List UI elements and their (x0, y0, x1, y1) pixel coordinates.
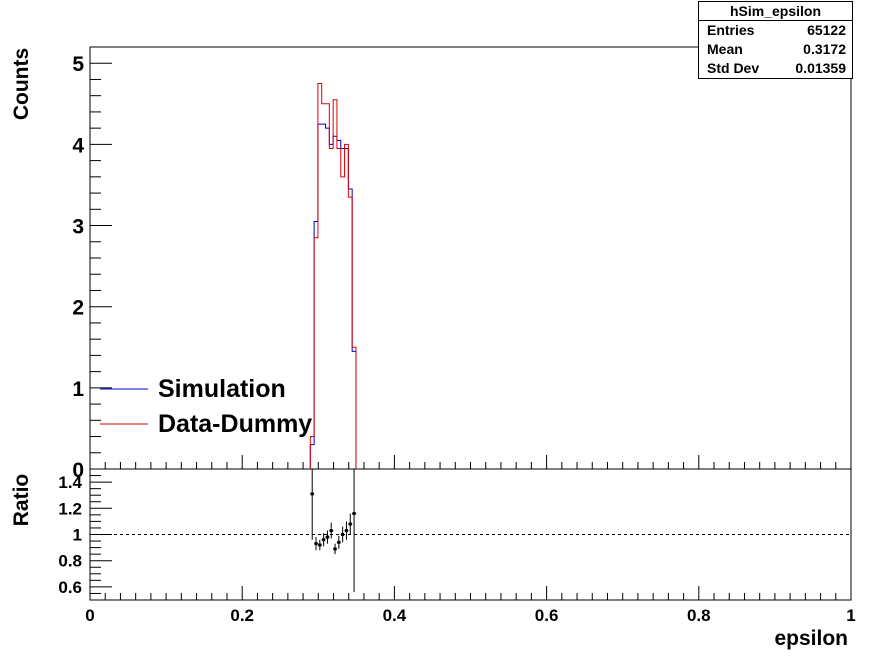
ratio-layer (310, 469, 357, 593)
lower-y-tick-label: 1.2 (58, 499, 82, 518)
x-tick-label: 0.8 (687, 606, 711, 625)
upper-y-axis-ticks: 0 1 2 3 4 5 (72, 46, 852, 482)
ratio-point (337, 540, 341, 544)
upper-y-tick-label: 2 (72, 297, 84, 320)
ratio-point (333, 547, 337, 551)
lower-y-tick-label: 1 (73, 526, 82, 545)
x-tick-label: 0 (85, 606, 94, 625)
legend: Simulation Data-Dummy (100, 375, 312, 438)
lower-y-tick-label: 0.8 (58, 552, 82, 571)
ratio-point (352, 512, 356, 516)
ratio-point (329, 529, 333, 533)
upper-y-tick-label: 0 (72, 459, 84, 482)
stats-box: hSim_epsilon Entries 65122 Mean 0.3172 S… (698, 1, 853, 79)
x-tick-label: 0.2 (230, 606, 254, 625)
stats-entries-value: 65122 (807, 22, 846, 38)
ratio-point (310, 492, 314, 496)
stats-std-dev-label: Std Dev (707, 60, 760, 76)
ratio-point (318, 543, 322, 547)
upper-y-tick-label: 3 (72, 216, 84, 239)
upper-y-tick-label: 5 (72, 53, 84, 76)
ratio-point (348, 522, 352, 526)
lower-y-tick-label: 1.4 (58, 473, 82, 492)
x-tick-label: 0.4 (383, 606, 407, 625)
simulation-histogram (309, 123, 357, 469)
stats-mean-value: 0.3172 (803, 41, 846, 57)
upper-y-axis-title: Counts (10, 48, 33, 120)
lower-y-axis-title: Ratio (10, 474, 33, 527)
stats-row-mean: Mean 0.3172 (699, 40, 852, 59)
stats-entries-label: Entries (707, 22, 755, 38)
x-tick-label: 0.6 (535, 606, 559, 625)
legend-simulation-label: Simulation (158, 375, 286, 403)
upper-pad-frame (89, 46, 852, 470)
lower-y-tick-label: 0.6 (58, 578, 82, 597)
ratio-point (314, 542, 318, 546)
stats-mean-label: Mean (707, 41, 743, 57)
ratio-point (344, 529, 348, 533)
ratio-point (341, 533, 345, 536)
data-dummy-histogram (309, 83, 357, 469)
upper-y-tick-label: 1 (72, 378, 84, 401)
stats-std-dev-value: 0.01359 (795, 60, 846, 76)
ratio-point (322, 538, 326, 542)
x-tick-label: 1 (846, 606, 855, 625)
ratio-point (325, 535, 329, 539)
lower-axis-ticks: 0.6 0.8 1 1.2 1.4 0 0.2 0.4 0.6 0.8 1 (58, 468, 856, 625)
upper-y-tick-label: 4 (72, 134, 84, 157)
x-axis-title: epsilon (774, 627, 848, 650)
legend-data-dummy-label: Data-Dummy (158, 410, 312, 438)
upper-pad-border (89, 46, 852, 470)
stats-row-entries: Entries 65122 (699, 21, 852, 40)
stats-row-std-dev: Std Dev 0.01359 (699, 59, 852, 78)
stats-title: hSim_epsilon (699, 2, 852, 21)
series-layer (309, 83, 357, 469)
